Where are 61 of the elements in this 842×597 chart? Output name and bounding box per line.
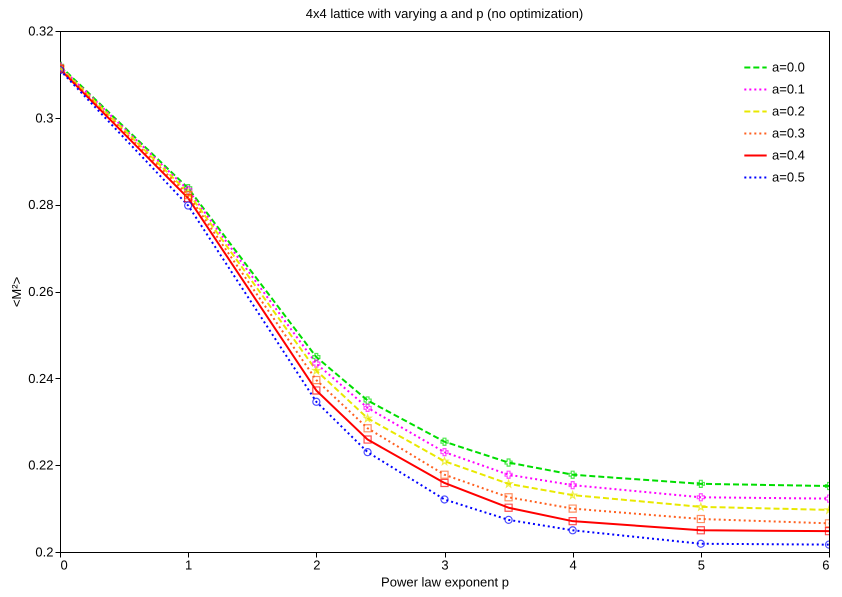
point bbox=[504, 516, 513, 524]
point bbox=[184, 194, 192, 202]
x-tick-label: 3 bbox=[441, 558, 449, 572]
x-tick-label: 1 bbox=[185, 558, 192, 572]
x-tick-label: 4 bbox=[570, 558, 577, 572]
point bbox=[504, 493, 513, 502]
point bbox=[696, 540, 705, 548]
point bbox=[363, 414, 372, 422]
point bbox=[568, 481, 577, 490]
point bbox=[568, 470, 577, 479]
point bbox=[696, 526, 705, 534]
legend-label: a=0.4 bbox=[772, 148, 805, 162]
point bbox=[363, 424, 372, 432]
chart-title: 4x4 lattice with varying a and p (no optimization) bbox=[306, 6, 584, 21]
legend-label: a=0.2 bbox=[772, 104, 805, 118]
point bbox=[440, 495, 449, 504]
y-tick-label: 0.24 bbox=[28, 370, 54, 386]
x-tick-label: 0 bbox=[60, 558, 68, 572]
point bbox=[312, 366, 320, 374]
point bbox=[568, 517, 577, 526]
point bbox=[440, 457, 449, 466]
point bbox=[440, 438, 449, 446]
point bbox=[568, 490, 577, 499]
y-tick-label: 0.22 bbox=[28, 458, 54, 473]
point bbox=[440, 470, 449, 479]
point bbox=[312, 359, 320, 368]
point bbox=[312, 376, 320, 384]
x-tick-label: 5 bbox=[698, 558, 705, 572]
x-tick-label: 6 bbox=[822, 558, 830, 572]
point bbox=[504, 458, 513, 467]
point bbox=[696, 493, 705, 502]
legend-label: a=0.0 bbox=[772, 60, 805, 74]
legend-label: a=0.1 bbox=[772, 82, 805, 96]
point bbox=[312, 398, 320, 406]
point bbox=[184, 190, 192, 200]
point bbox=[440, 478, 449, 488]
point bbox=[312, 352, 320, 362]
y-tick-label: 0.3 bbox=[35, 110, 54, 126]
y-tick-label: 0.32 bbox=[28, 24, 54, 38]
point bbox=[504, 480, 513, 488]
point bbox=[696, 514, 705, 524]
point bbox=[184, 201, 192, 210]
legend-label: a=0.5 bbox=[772, 170, 805, 184]
point bbox=[504, 470, 513, 479]
y-tick-label: 0.26 bbox=[28, 284, 54, 299]
point bbox=[696, 480, 705, 488]
y-tick-label: 0.2 bbox=[35, 544, 54, 560]
y-axis-title: <M²> bbox=[9, 276, 24, 308]
point bbox=[504, 504, 513, 512]
x-axis-title: Power law exponent p bbox=[381, 574, 509, 590]
x-tick-label: 2 bbox=[313, 558, 320, 572]
point bbox=[568, 504, 577, 513]
point bbox=[363, 435, 372, 444]
legend-label: a=0.3 bbox=[772, 126, 805, 140]
point bbox=[363, 404, 372, 412]
point bbox=[363, 448, 372, 456]
y-tick-label: 0.28 bbox=[28, 197, 54, 212]
point bbox=[440, 448, 449, 456]
point bbox=[312, 386, 320, 395]
point bbox=[568, 526, 577, 534]
point bbox=[363, 396, 372, 405]
